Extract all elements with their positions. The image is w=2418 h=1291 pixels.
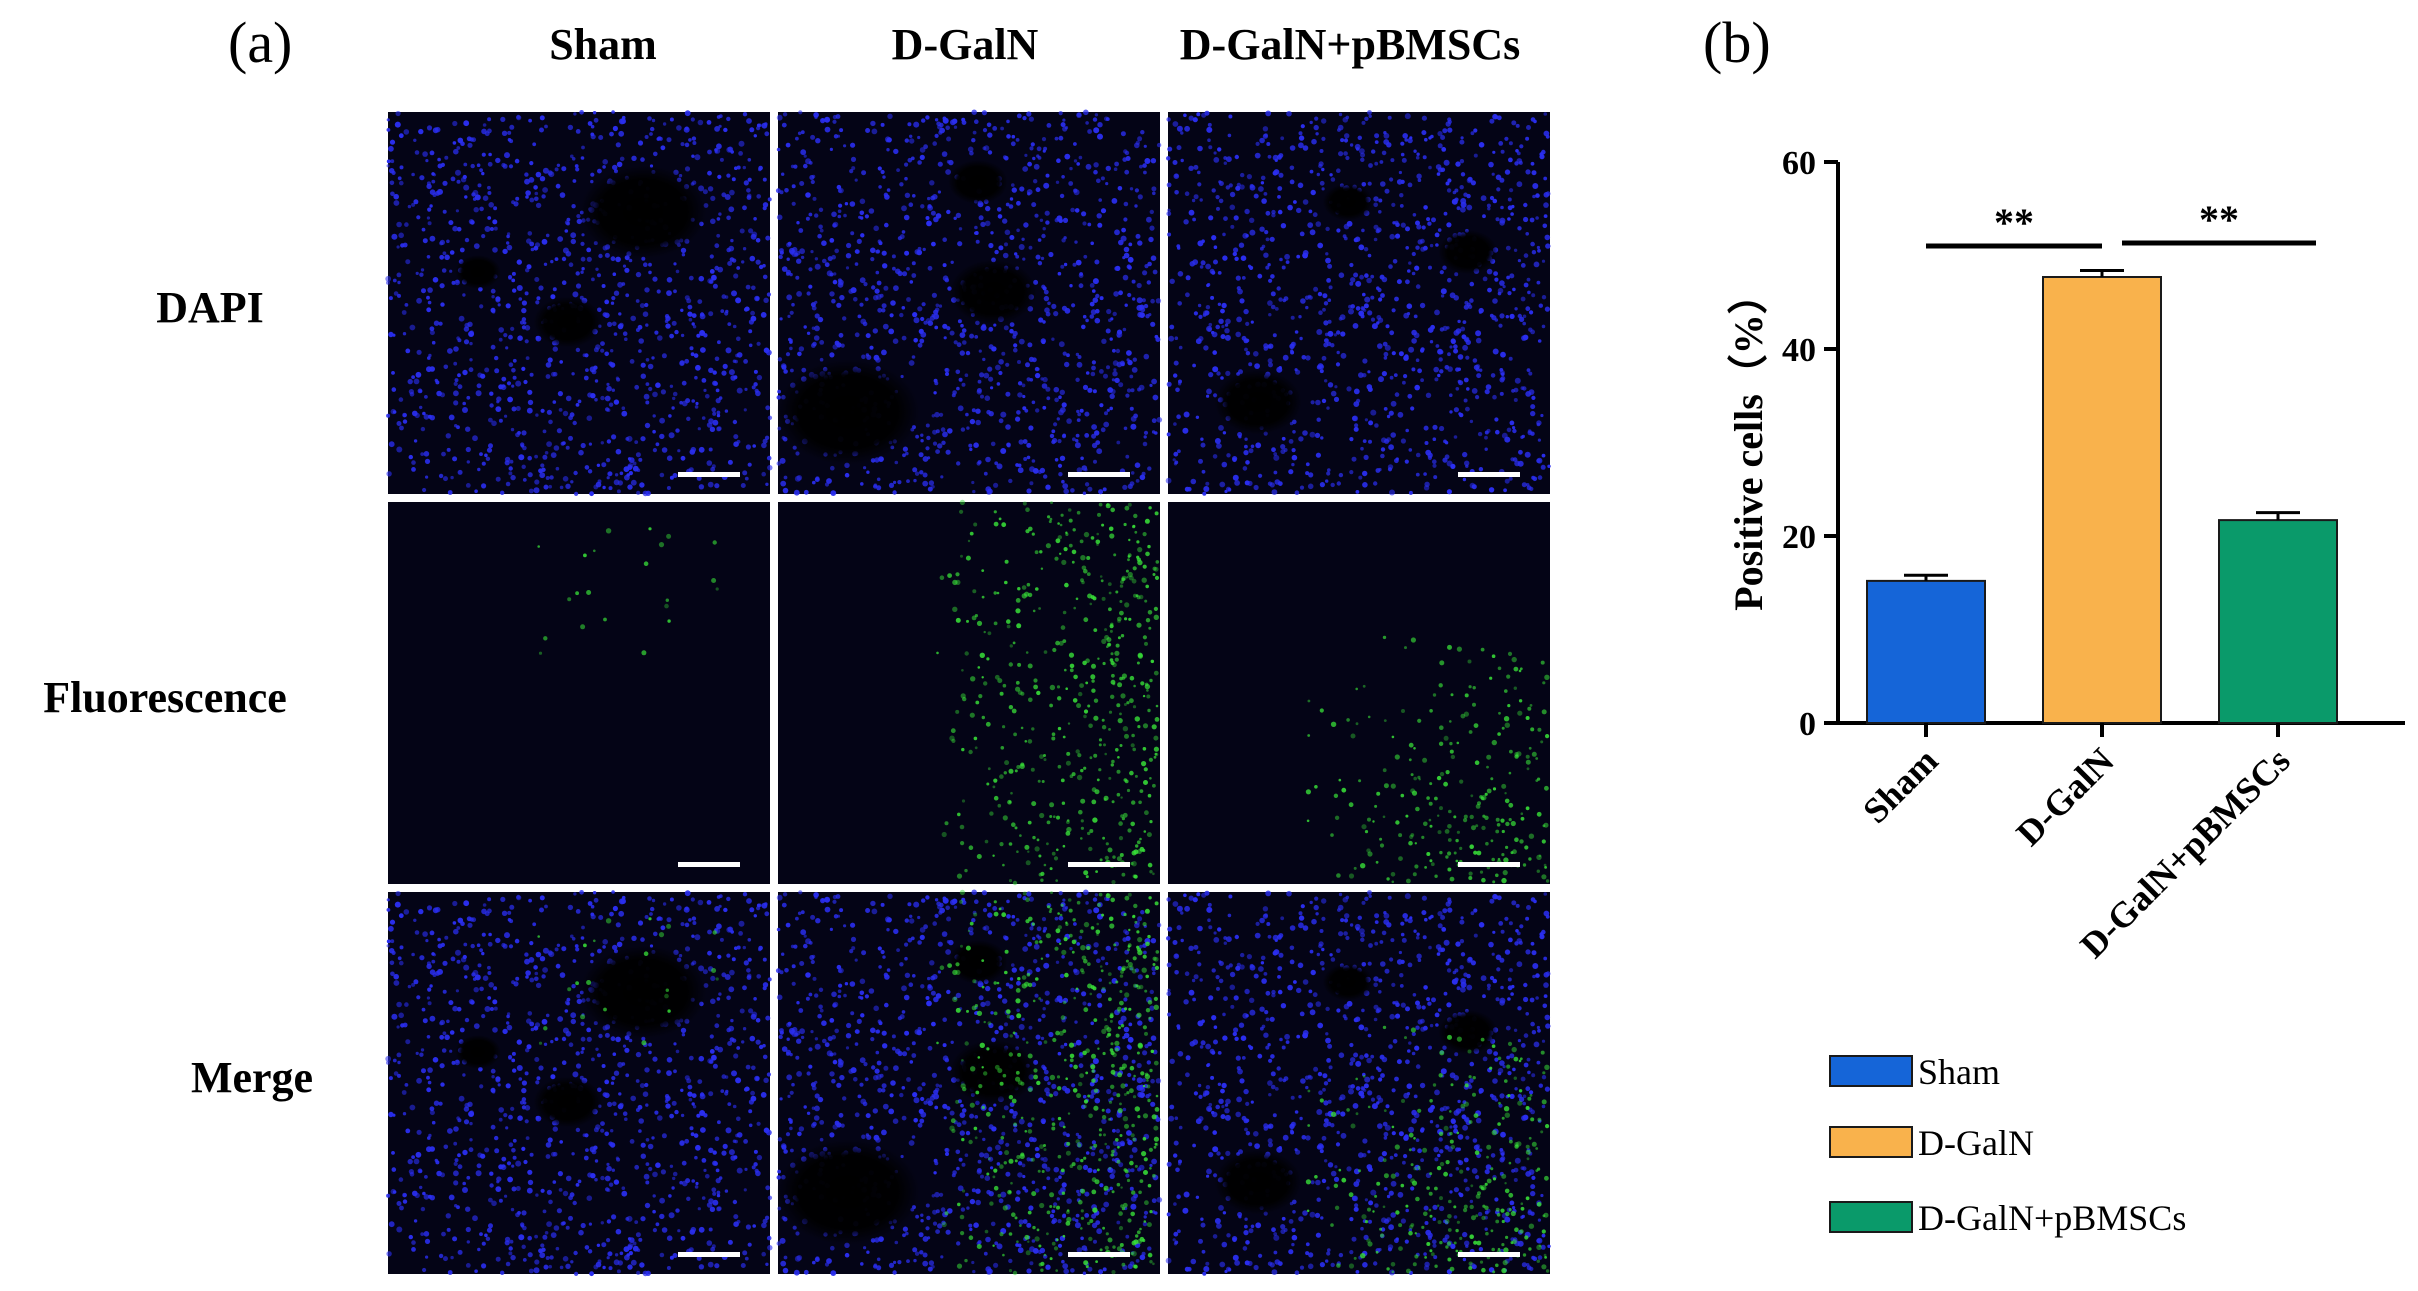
significance-label: ** [1994, 200, 2034, 245]
legend-label-sham: Sham [1918, 1052, 2000, 1092]
micrograph-merge-dgaln-pbmscs [1165, 890, 1551, 1276]
scale-bar-icon [678, 862, 740, 867]
column-label-dgaln-pbmscs: D-GalN+pBMSCs [1180, 20, 1520, 69]
y-tick-label: 0 [1799, 706, 1816, 743]
scale-bar-icon [1458, 862, 1520, 867]
y-tick-label: 60 [1782, 145, 1816, 182]
bar-sham [1866, 579, 1986, 724]
x-tick-label-sham: Sham [1855, 740, 1946, 831]
column-label-sham: Sham [549, 20, 657, 69]
column-label-dgaln: D-GalN [892, 20, 1039, 69]
bar-dgaln [2042, 276, 2162, 724]
bar-chart: 0 20 40 60 Positive cells（%） Sham D-GalN D-GalN… [1726, 145, 2405, 1238]
micrograph-merge-dgaln [775, 889, 1163, 1276]
panel-a-label: (a) [228, 10, 292, 75]
micrograph-dapi-dgaln-pbmscs [1165, 110, 1551, 496]
row-label-fluorescence: Fluorescence [43, 673, 287, 722]
panel-b-label: (b) [1703, 10, 1771, 75]
bar-dgaln-pbmscs [2218, 519, 2338, 724]
scale-bar-icon [1068, 862, 1130, 867]
micrograph-grid [385, 109, 1551, 1277]
legend-swatch-sham [1829, 1055, 1913, 1087]
significance-label: ** [2199, 197, 2239, 242]
scale-bar-icon [1068, 1252, 1130, 1257]
micrograph-dapi-sham [385, 110, 773, 497]
micrograph-fluorescence-dgaln [778, 499, 1160, 886]
row-label-dapi: DAPI [156, 283, 264, 332]
y-tick-label: 20 [1782, 519, 1816, 556]
y-axis-title: Positive cells（%） [1726, 274, 1771, 611]
scale-bar-icon [678, 1252, 740, 1257]
scale-bar-icon [678, 472, 740, 477]
micrograph-fluorescence-dgaln-pbmscs [1168, 502, 1550, 884]
micrograph-merge-sham [385, 890, 773, 1277]
legend-label-dgaln: D-GalN [1918, 1123, 2034, 1163]
micrograph-fluorescence-sham [388, 502, 770, 884]
micrograph-dapi-dgaln [775, 109, 1163, 496]
legend-swatch-dgaln [1829, 1126, 1913, 1158]
scale-bar-icon [1458, 472, 1520, 477]
scale-bar-icon [1068, 472, 1130, 477]
y-tick-label: 40 [1782, 332, 1816, 369]
legend-swatch-dgaln-pbmscs [1829, 1201, 1913, 1233]
x-tick-label-dgaln: D-GalN [2009, 740, 2122, 853]
row-label-merge: Merge [191, 1053, 313, 1102]
scale-bar-icon [1458, 1252, 1520, 1257]
legend-label-dgaln-pbmscs: D-GalN+pBMSCs [1918, 1198, 2186, 1238]
